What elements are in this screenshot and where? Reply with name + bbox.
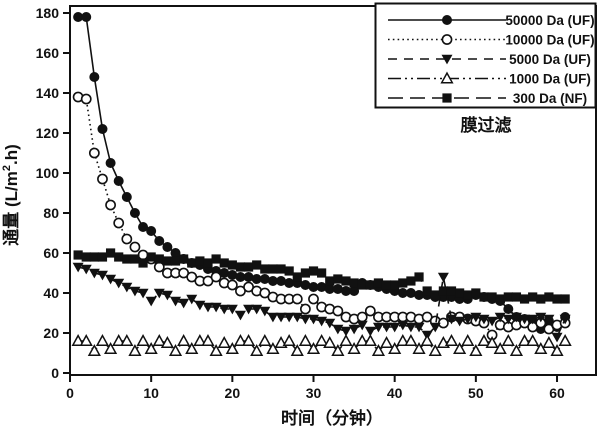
x-tick-label: 50 bbox=[468, 385, 484, 401]
x-tick-label: 30 bbox=[306, 385, 322, 401]
legend-row: 1000 Da (UF) bbox=[388, 72, 591, 87]
legend-label: 5000 Da (UF) bbox=[509, 52, 591, 67]
legend-label: 300 Da (NF) bbox=[513, 91, 587, 106]
y-tick-label: 80 bbox=[43, 205, 59, 221]
y-tick-label: 60 bbox=[43, 245, 59, 261]
legend-row: 5000 Da (UF) bbox=[388, 52, 591, 67]
legend-row: 50000 Da (UF) bbox=[388, 13, 595, 28]
legend: 50000 Da (UF) 10000 Da (UF) 5000 Da (UF) 10… bbox=[374, 2, 597, 109]
y-tick-label: 180 bbox=[36, 5, 60, 21]
x-tick-label: 40 bbox=[387, 385, 403, 401]
y-tick-label: 40 bbox=[43, 285, 59, 301]
x-axis-label: 时间（分钟） bbox=[281, 408, 383, 428]
y-tick-label: 100 bbox=[36, 165, 60, 181]
legend-label: 1000 Da (UF) bbox=[509, 72, 591, 87]
legend-box bbox=[374, 2, 597, 109]
x-tick-label: 10 bbox=[143, 385, 159, 401]
series-1000-da-uf- bbox=[71, 334, 572, 356]
y-tick-label: 0 bbox=[51, 365, 59, 381]
legend-label: 50000 Da (UF) bbox=[505, 13, 594, 28]
legend-caption: 膜过滤 bbox=[461, 115, 512, 135]
x-axis: 0 10 20 30 40 50 60 bbox=[66, 375, 565, 401]
y-tick-label: 120 bbox=[36, 125, 60, 141]
legend-label: 10000 Da (UF) bbox=[505, 33, 594, 48]
legend-row: 300 Da (NF) bbox=[388, 91, 587, 106]
series-5000-da-uf- bbox=[72, 262, 571, 343]
series-300-da-nf- bbox=[73, 248, 570, 304]
x-tick-label: 20 bbox=[225, 385, 241, 401]
y-axis-label: 通量 (L/m2.h) bbox=[1, 144, 21, 246]
y-axis: 0 20 40 60 80 100 120 140 160 180 bbox=[36, 5, 70, 381]
x-tick-label: 60 bbox=[549, 385, 565, 401]
legend-row: 10000 Da (UF) bbox=[388, 33, 595, 48]
y-tick-label: 160 bbox=[36, 45, 60, 61]
y-tick-label: 20 bbox=[43, 325, 59, 341]
x-tick-label: 0 bbox=[66, 385, 74, 401]
y-tick-label: 140 bbox=[36, 85, 60, 101]
